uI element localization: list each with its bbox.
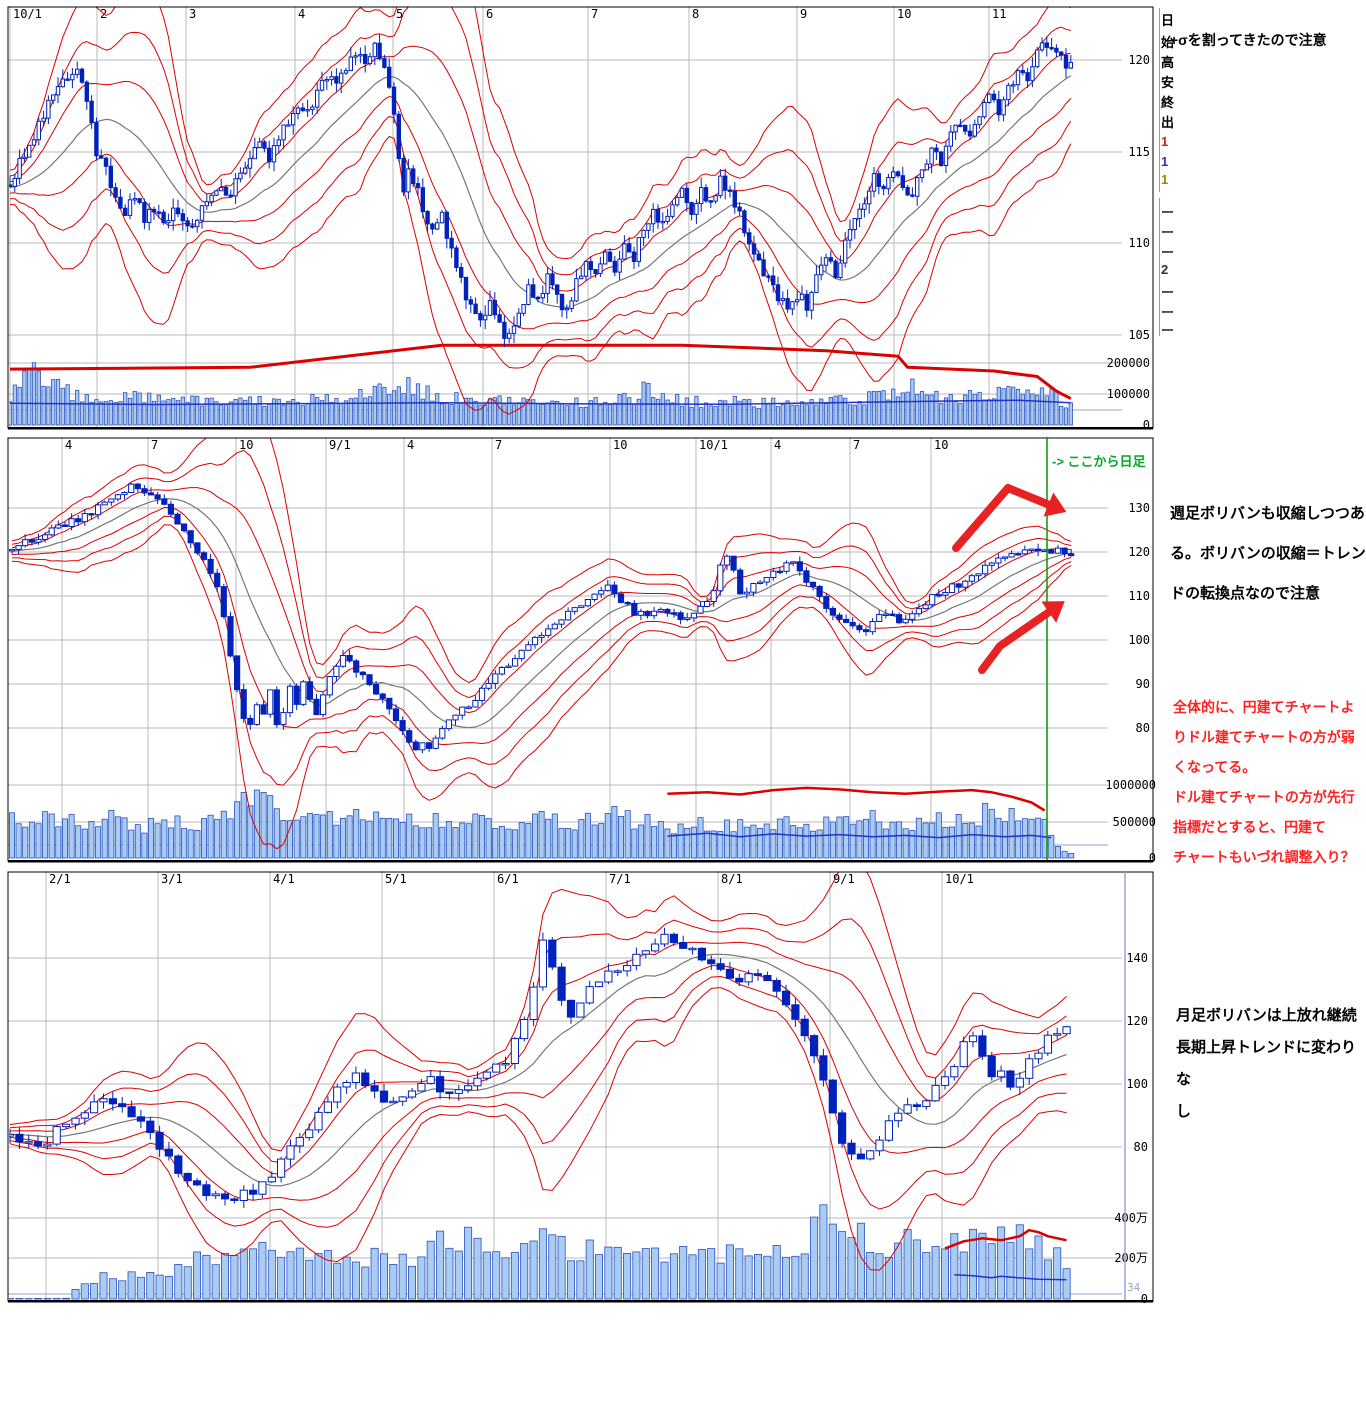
quote-strip-row: ー [1161, 323, 1174, 336]
svg-text:9/1: 9/1 [329, 438, 351, 452]
svg-text:8: 8 [692, 7, 699, 21]
daily-note-text: +σを割ってきたので注意 [1170, 32, 1327, 48]
svg-text:9/1: 9/1 [833, 872, 855, 886]
svg-text:0: 0 [1149, 851, 1156, 865]
svg-text:4: 4 [65, 438, 72, 452]
red-note-line: 全体的に、円建てチャートよ [1173, 699, 1355, 715]
svg-text:10: 10 [897, 7, 911, 21]
quote-info-strip-top: 日始高安終出 1 1 1 [1159, 8, 1174, 192]
red-note-line: くなってる。 [1173, 759, 1257, 775]
svg-text:10/1: 10/1 [13, 7, 42, 21]
svg-text:7/1: 7/1 [609, 872, 631, 886]
svg-text:80: 80 [1136, 721, 1150, 735]
quote-strip-row: ー [1161, 245, 1174, 260]
monthly-note-line: し [1176, 1103, 1192, 1120]
svg-text:2/1: 2/1 [49, 872, 71, 886]
monthly-note: 月足ボリバンは上放れ継続 長期上昇トレンドに変わりな し [1176, 1000, 1366, 1128]
svg-text:4: 4 [774, 438, 781, 452]
quote-strip-row: ー [1161, 305, 1174, 320]
monthly-chart-panel: 2/1 3/1 4/1 5/1 6/1 7/1 8/1 9/1 10/1 140 120 100 80 4… [7, 871, 1154, 1306]
svg-text:130: 130 [1128, 501, 1150, 515]
svg-text:1000000: 1000000 [1105, 778, 1156, 792]
svg-text:7: 7 [591, 7, 598, 21]
svg-text:5: 5 [396, 7, 403, 21]
quote-strip-row: 終 [1161, 95, 1174, 110]
svg-text:110: 110 [1128, 236, 1150, 250]
svg-text:115: 115 [1128, 145, 1150, 159]
red-note-line: チャートもいづれ調整入り？ [1173, 849, 1355, 865]
red-note-line: りドル建てチャートの方が弱 [1173, 729, 1355, 745]
green-marker-note: -> ここから日足 [1052, 451, 1146, 470]
svg-text:4: 4 [298, 7, 305, 21]
svg-text:110: 110 [1128, 589, 1150, 603]
svg-text:140: 140 [1126, 951, 1148, 965]
svg-text:8/1: 8/1 [721, 872, 743, 886]
weekly-note-line: ドの転換点なので注意 [1170, 585, 1321, 602]
weekly-chart-panel: 4 7 10 9/1 4 7 10 10/1 4 7 10 130 120 110 100 90 80 10000… [7, 437, 1156, 865]
quote-strip-row: 2 [1161, 262, 1169, 277]
quote-strip-row: 出 [1161, 115, 1174, 130]
quote-strip-row: ー [1161, 205, 1174, 220]
green-marker-text: -> ここから日足 [1052, 454, 1146, 469]
svg-text:6/1: 6/1 [497, 872, 519, 886]
quote-strip-row: 1 [1161, 154, 1169, 169]
daily-chart-panel: 10/1 2 3 4 5 6 7 8 9 10 11120115110105200000100000… [7, 6, 1154, 432]
svg-text:10: 10 [934, 438, 948, 452]
svg-text:120: 120 [1126, 1014, 1148, 1028]
monthly-note-line: 長期上昇トレンドに変わりな [1176, 1039, 1357, 1088]
svg-text:0: 0 [1143, 418, 1150, 432]
svg-text:100: 100 [1128, 633, 1150, 647]
svg-text:100: 100 [1126, 1077, 1148, 1091]
weekly-note: 週足ボリバンも収縮しつつあ る。ボリバンの収縮＝トレン ドの転換点なので注意 [1170, 494, 1366, 614]
svg-text:10/1: 10/1 [945, 872, 974, 886]
weekly-note-line: 週足ボリバンも収縮しつつあ [1170, 505, 1365, 522]
svg-text:120: 120 [1128, 53, 1150, 67]
svg-text:7: 7 [151, 438, 158, 452]
red-note-line: ドル建てチャートの方が先行 [1173, 789, 1355, 805]
svg-text:7: 7 [853, 438, 860, 452]
svg-text:9: 9 [800, 7, 807, 21]
quote-strip-row: 日 [1161, 13, 1174, 28]
svg-text:4: 4 [407, 438, 414, 452]
svg-text:200万: 200万 [1114, 1251, 1148, 1265]
daily-note: +σを割ってきたので注意 [1170, 30, 1366, 50]
quote-strip-row: 安 [1161, 75, 1174, 90]
svg-text:100000: 100000 [1107, 387, 1150, 401]
svg-text:10/1: 10/1 [699, 438, 728, 452]
svg-text:3/1: 3/1 [161, 872, 183, 886]
svg-text:120: 120 [1128, 545, 1150, 559]
quote-strip-row: ー [1161, 225, 1174, 240]
quote-strip-row: ー [1161, 285, 1174, 300]
svg-text:6: 6 [486, 7, 493, 21]
monthly-note-line: 月足ボリバンは上放れ継続 [1176, 1007, 1357, 1024]
svg-text:7: 7 [495, 438, 502, 452]
comparison-note-red: 全体的に、円建てチャートよ りドル建てチャートの方が弱 くなってる。 ドル建てチ… [1173, 692, 1366, 872]
red-note-line: 指標だとすると、円建て [1173, 819, 1327, 835]
svg-text:0: 0 [1141, 1292, 1148, 1306]
svg-text:90: 90 [1136, 677, 1150, 691]
svg-text:5/1: 5/1 [385, 872, 407, 886]
svg-text:10: 10 [239, 438, 253, 452]
svg-text:400万: 400万 [1114, 1211, 1148, 1225]
svg-text:200000: 200000 [1107, 356, 1150, 370]
svg-text:11: 11 [992, 7, 1006, 21]
svg-text:80: 80 [1134, 1140, 1148, 1154]
svg-text:3: 3 [189, 7, 196, 21]
weekly-note-line: る。ボリバンの収縮＝トレン [1170, 545, 1366, 562]
quote-strip-row: 1 [1161, 172, 1169, 187]
quote-strip-row: 高 [1161, 55, 1174, 70]
svg-text:500000: 500000 [1113, 815, 1156, 829]
svg-text:4/1: 4/1 [273, 872, 295, 886]
axis-corner-value: 34 [1127, 1281, 1141, 1294]
svg-text:10: 10 [613, 438, 627, 452]
quote-strip-row: 1 [1161, 134, 1169, 149]
quote-strip-row: 始 [1161, 35, 1174, 50]
svg-text:105: 105 [1128, 328, 1150, 342]
